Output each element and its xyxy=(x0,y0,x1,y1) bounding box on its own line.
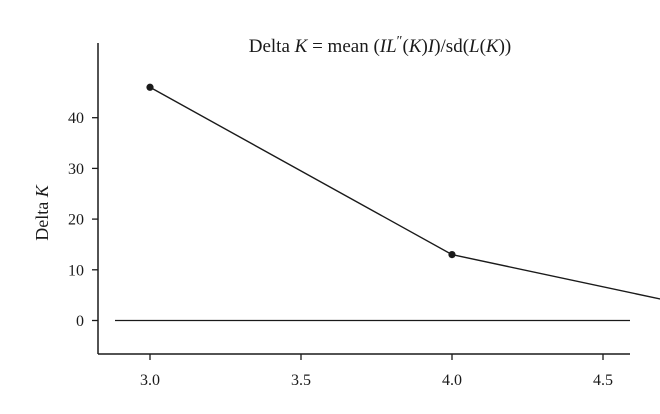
text-segment: K xyxy=(408,36,423,57)
x-tick-label: 4.0 xyxy=(442,372,462,389)
text-segment: ( xyxy=(403,36,409,57)
text-segment: ) xyxy=(422,36,428,57)
data-point xyxy=(448,250,456,259)
y-tick-label: 10 xyxy=(68,262,84,279)
y-tick-label: 20 xyxy=(68,212,84,229)
text-segment: L xyxy=(468,36,480,57)
x-tick-label: 3.5 xyxy=(291,372,311,389)
y-tick-label: 0 xyxy=(76,313,84,330)
text-segment: Delta xyxy=(249,36,295,57)
text-segment: )) xyxy=(499,36,512,57)
text-segment: K xyxy=(32,184,52,198)
axes xyxy=(97,43,630,355)
y-ticks: 0 10 20 30 40 xyxy=(68,110,98,330)
text-segment: )/sd( xyxy=(434,36,469,57)
series-line xyxy=(149,86,660,300)
x-tick-label: 4.5 xyxy=(593,372,613,389)
text-segment: ″ xyxy=(397,34,403,49)
text-segment: ( xyxy=(480,36,486,57)
y-axis-label: Delta K xyxy=(32,184,52,240)
data-point xyxy=(146,83,154,91)
series-layer xyxy=(146,83,660,300)
text-segment: IL xyxy=(379,36,397,57)
x-tick-label: 3.0 xyxy=(140,372,160,389)
text-segment: = mean ( xyxy=(307,36,379,57)
text-segment: Delta xyxy=(32,197,52,240)
x-ticks: 3.03.54.04.55.05.56.0 xyxy=(140,354,613,389)
text-segment: K xyxy=(485,36,500,57)
y-tick-label: 40 xyxy=(68,110,84,127)
chart-title: Delta K = mean (IL″(K)I)/sd(L(K)) xyxy=(249,34,512,57)
text-segment: I xyxy=(427,36,436,57)
text-segment: K xyxy=(294,36,309,57)
y-tick-label: 30 xyxy=(68,161,84,178)
